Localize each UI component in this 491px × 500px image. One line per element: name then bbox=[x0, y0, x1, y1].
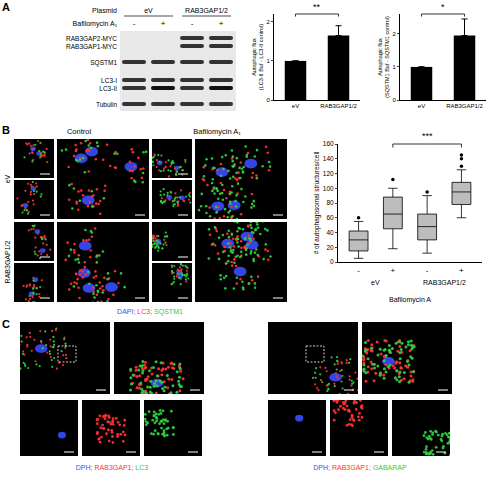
svg-text:Plasmid: Plasmid bbox=[92, 7, 117, 14]
svg-text:Bafilomycin A₁: Bafilomycin A₁ bbox=[73, 20, 118, 28]
svg-text:eV: eV bbox=[4, 174, 11, 183]
svg-text:0: 0 bbox=[266, 97, 270, 103]
svg-text:Autophagic flux(LC3-II Baf - L: Autophagic flux(LC3-II Baf - LC3-II cont… bbox=[251, 24, 264, 90]
svg-text:-: - bbox=[426, 266, 429, 275]
svg-text:eV: eV bbox=[371, 279, 380, 286]
svg-text:RAB3GAP1/2: RAB3GAP1/2 bbox=[185, 7, 228, 14]
svg-text:RAB3GAP1-MYC: RAB3GAP1-MYC bbox=[66, 43, 117, 50]
svg-text:**: ** bbox=[313, 2, 321, 12]
svg-text:eV: eV bbox=[418, 103, 425, 109]
svg-text:-: - bbox=[133, 19, 136, 28]
svg-text:Control: Control bbox=[67, 127, 92, 136]
svg-text:20: 20 bbox=[326, 244, 334, 251]
svg-text:RAB3GAP1/2: RAB3GAP1/2 bbox=[423, 279, 466, 286]
svg-text:RAB3GAP2-MYC: RAB3GAP2-MYC bbox=[66, 35, 117, 42]
svg-text:0: 0 bbox=[392, 97, 396, 103]
svg-text:DPH; RAB3GAP1; GABARAP: DPH; RAB3GAP1; GABARAP bbox=[313, 464, 407, 471]
svg-text:+: + bbox=[219, 19, 224, 28]
svg-text:RAB3GAP1/2: RAB3GAP1/2 bbox=[320, 103, 357, 109]
svg-text:A: A bbox=[2, 1, 10, 13]
svg-text:0: 0 bbox=[330, 258, 334, 265]
svg-text:60: 60 bbox=[326, 214, 334, 221]
svg-text:1: 1 bbox=[266, 58, 270, 64]
svg-text:B: B bbox=[2, 124, 10, 136]
svg-text:-: - bbox=[191, 19, 194, 28]
svg-text:40: 40 bbox=[326, 229, 334, 236]
svg-text:SQSTM1: SQSTM1 bbox=[90, 59, 117, 67]
svg-text:RAB3GAP1/2: RAB3GAP1/2 bbox=[446, 103, 483, 109]
svg-text:Bafilomycin A₁: Bafilomycin A₁ bbox=[193, 127, 241, 136]
svg-text:120: 120 bbox=[323, 170, 334, 177]
svg-text:+: + bbox=[391, 266, 396, 275]
svg-text:***: *** bbox=[422, 131, 433, 141]
svg-text:DAPI; LC3; SQSTM1: DAPI; LC3; SQSTM1 bbox=[117, 308, 183, 316]
svg-text:2: 2 bbox=[266, 19, 270, 25]
svg-text:+: + bbox=[459, 266, 464, 275]
svg-text:DPH; RAB3GAP1; LC3: DPH; RAB3GAP1; LC3 bbox=[76, 464, 148, 471]
svg-text:1: 1 bbox=[392, 64, 396, 70]
svg-text:Autophagic flux(SQSTM1 Baf - S: Autophagic flux(SQSTM1 Baf - SQSTM1 cont… bbox=[377, 16, 390, 98]
svg-text:80: 80 bbox=[326, 199, 334, 206]
svg-text:# of autophagosomal structures: # of autophagosomal structures/cell bbox=[313, 151, 321, 254]
svg-text:-: - bbox=[357, 266, 360, 275]
svg-text:eV: eV bbox=[144, 7, 153, 14]
svg-text:RAB3GAP1/2: RAB3GAP1/2 bbox=[4, 240, 11, 283]
svg-text:eV: eV bbox=[292, 103, 299, 109]
svg-text:Bafilomycin A: Bafilomycin A bbox=[389, 296, 431, 304]
svg-text:LC3-I: LC3-I bbox=[101, 77, 117, 84]
svg-text:LC3-II: LC3-II bbox=[99, 85, 117, 92]
svg-text:*: * bbox=[441, 2, 445, 12]
svg-text:C: C bbox=[2, 318, 10, 330]
svg-text:160: 160 bbox=[323, 140, 334, 147]
svg-text:+: + bbox=[161, 19, 166, 28]
svg-text:Tubulin: Tubulin bbox=[96, 101, 117, 108]
svg-text:140: 140 bbox=[323, 155, 334, 162]
svg-text:2: 2 bbox=[392, 31, 396, 37]
svg-text:100: 100 bbox=[323, 185, 334, 192]
